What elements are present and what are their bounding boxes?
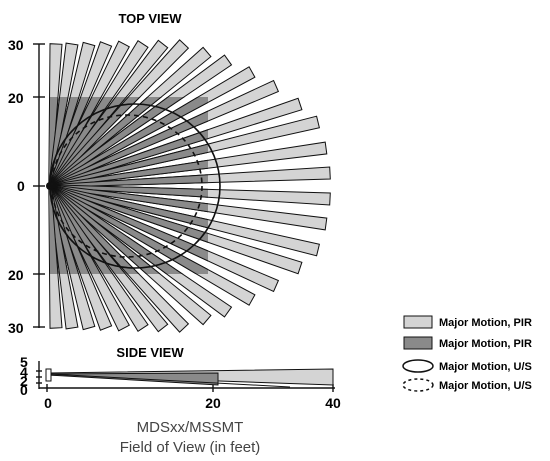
legend-label-pir-light: Major Motion, PIR (439, 317, 532, 329)
top-view-axis (33, 43, 45, 328)
side-view-axes (36, 361, 335, 392)
side-y-tick-0: 0 (20, 382, 28, 398)
legend-swatch-solid-ellipse (402, 359, 434, 373)
side-view-beams (45, 368, 334, 388)
legend-swatch-dark-gray (403, 336, 433, 350)
ultrasonic-solid-ellipse (49, 103, 221, 269)
caption-model: MDSxx/MSSMT (137, 419, 244, 436)
top-view-title: TOP VIEW (118, 11, 182, 26)
top-y-tick-30-upper: 30 (8, 37, 24, 53)
pir-inner-beam-11 (50, 110, 208, 188)
side-y-tick-4: 4 (20, 364, 28, 380)
side-y-tick-2: 2 (20, 373, 28, 389)
side-x-tick-40: 40 (325, 395, 341, 411)
legend-swatch-light-gray (403, 315, 433, 329)
pir-inner-beam-13 (50, 143, 208, 188)
side-x-tick-0: 0 (44, 395, 52, 411)
pir-inner-zone (50, 97, 208, 274)
top-y-tick-20-lower: 20 (8, 267, 24, 283)
side-y-tick-5: 5 (20, 354, 28, 370)
top-y-tick-30-lower: 30 (8, 320, 24, 336)
legend-swatch-dashed-ellipse (402, 378, 434, 392)
caption-field-of-view: Field of View (in feet) (120, 439, 261, 456)
side-view-title: SIDE VIEW (116, 345, 184, 360)
pir-inner-beam-10 (50, 97, 208, 188)
pir-inner-beam-12 (50, 129, 208, 188)
pir-inner-beam-14 (50, 159, 208, 188)
top-y-tick-0: 0 (17, 178, 25, 194)
legend: Major Motion, PIR Major Motion, PIR Majo… (402, 315, 532, 392)
pir-inner-beam-15 (50, 174, 208, 188)
legend-label-us-solid: Major Motion, U/S (439, 361, 532, 373)
ultrasonic-dashed-ellipse (51, 114, 203, 258)
side-x-tick-20: 20 (205, 395, 221, 411)
top-y-tick-20-upper: 20 (8, 90, 24, 106)
legend-label-pir-dark: Major Motion, PIR (439, 338, 532, 350)
legend-label-us-dashed: Major Motion, U/S (439, 380, 532, 392)
pir-beam-fan (46, 39, 331, 333)
